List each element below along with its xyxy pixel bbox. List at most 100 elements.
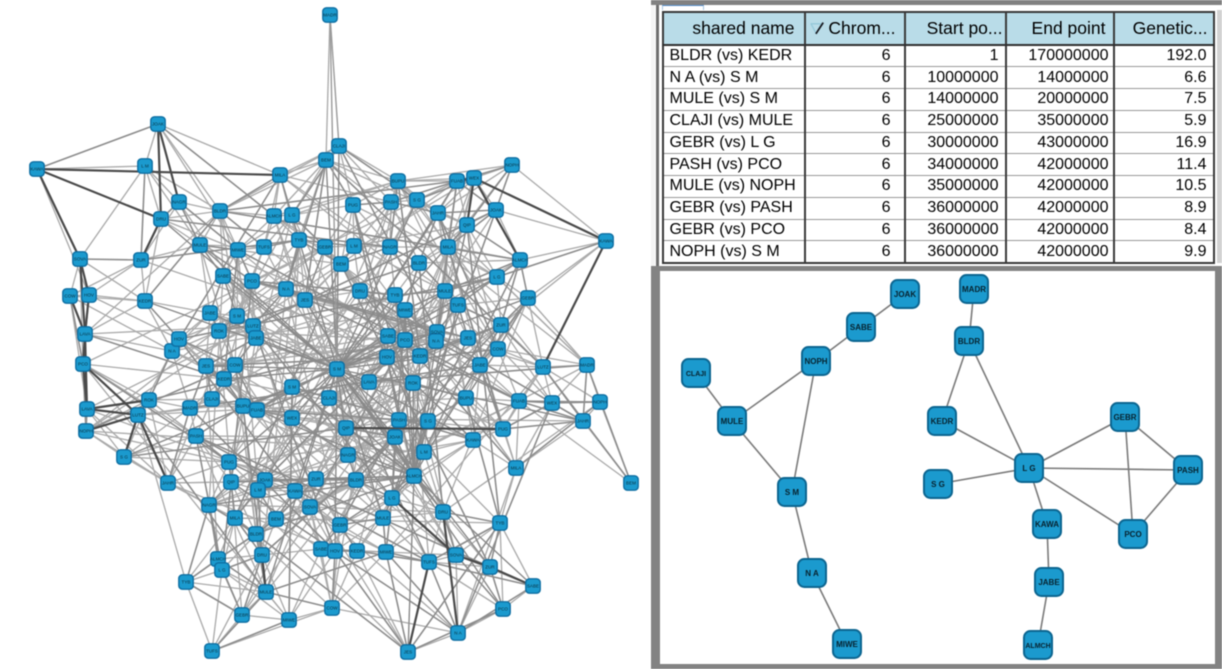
svg-text:SABE: SABE — [315, 547, 327, 552]
svg-text:COW: COW — [326, 606, 338, 611]
svg-text:L M: L M — [141, 164, 149, 169]
svg-text:ALMCH: ALMCH — [1025, 643, 1050, 650]
svg-text:BEM: BEM — [336, 262, 346, 267]
svg-text:KAWA: KAWA — [1035, 520, 1059, 529]
svg-text:KAWA: KAWA — [599, 239, 613, 244]
svg-text:NAGR: NAGR — [202, 503, 216, 508]
svg-text:BLDR: BLDR — [250, 532, 263, 537]
svg-text:TUFS: TUFS — [452, 303, 464, 308]
svg-text:JABE: JABE — [474, 363, 486, 368]
svg-text:MULE: MULE — [260, 590, 273, 595]
svg-text:TYB: TYB — [182, 580, 191, 585]
svg-text:WEX: WEX — [547, 401, 557, 406]
svg-text:MULE: MULE — [194, 243, 207, 248]
svg-text:BLDR: BLDR — [214, 209, 227, 214]
svg-text:KEDR: KEDR — [931, 417, 954, 426]
svg-text:L G: L G — [288, 213, 296, 218]
svg-text:N A: N A — [168, 349, 176, 354]
svg-text:FUAB: FUAB — [451, 179, 463, 184]
svg-text:COW: COW — [229, 363, 241, 368]
svg-text:NOPH: NOPH — [593, 400, 606, 405]
svg-text:ALMCH: ALMCH — [266, 214, 282, 219]
svg-text:QIP: QIP — [342, 426, 350, 431]
svg-text:NAGR: NAGR — [383, 245, 397, 250]
svg-text:COW: COW — [64, 294, 76, 299]
svg-text:KAWA: KAWA — [288, 489, 302, 494]
svg-text:BLDR: BLDR — [958, 337, 980, 346]
svg-text:MADR: MADR — [962, 285, 986, 294]
svg-text:S G: S G — [424, 419, 432, 424]
svg-text:LAVA: LAVA — [81, 407, 93, 412]
svg-text:KAWA: KAWA — [466, 438, 480, 443]
svg-text:KEDR: KEDR — [351, 549, 364, 554]
svg-text:TUFS: TUFS — [258, 245, 270, 250]
svg-text:SABE: SABE — [217, 274, 229, 279]
svg-text:DRU: DRU — [355, 289, 365, 294]
svg-text:KEDR: KEDR — [414, 354, 427, 359]
svg-text:MADR: MADR — [323, 13, 337, 18]
svg-text:PCO: PCO — [78, 362, 88, 367]
svg-text:COW: COW — [492, 347, 504, 352]
svg-text:WEX: WEX — [287, 416, 297, 421]
svg-text:BEM: BEM — [626, 481, 636, 486]
svg-text:TYB: TYB — [295, 238, 304, 243]
svg-text:JABE: JABE — [250, 336, 262, 341]
svg-text:MADR: MADR — [183, 406, 197, 411]
svg-text:PUG: PUG — [498, 427, 508, 432]
svg-text:ZUR: ZUR — [136, 258, 146, 263]
svg-text:CLAJI: CLAJI — [333, 144, 346, 149]
svg-text:GEBR: GEBR — [318, 245, 332, 250]
svg-text:PUG: PUG — [224, 460, 234, 465]
svg-text:BLDR: BLDR — [413, 261, 426, 266]
svg-text:BUPU: BUPU — [392, 179, 405, 184]
svg-text:HOV: HOV — [330, 549, 341, 554]
svg-text:NOPH: NOPH — [79, 429, 92, 434]
svg-text:BEM: BEM — [271, 517, 281, 522]
svg-text:HOV: HOV — [174, 337, 185, 342]
svg-text:JABE: JABE — [1038, 578, 1060, 587]
svg-text:JAHR: JAHR — [432, 211, 445, 216]
svg-text:CLAJI: CLAJI — [686, 371, 706, 378]
svg-text:ZUR: ZUR — [311, 477, 321, 482]
svg-text:MILA: MILA — [230, 516, 242, 521]
svg-text:BEM: BEM — [321, 158, 331, 163]
svg-text:BUPU: BUPU — [460, 396, 473, 401]
svg-text:JOAK: JOAK — [389, 435, 402, 440]
svg-text:SOVA: SOVA — [450, 553, 463, 558]
svg-text:BUPU: BUPU — [237, 404, 250, 409]
svg-text:BLDR: BLDR — [350, 478, 363, 483]
svg-text:SABE: SABE — [382, 334, 394, 339]
svg-text:MIWE: MIWE — [380, 550, 393, 555]
svg-text:L M: L M — [350, 244, 358, 249]
svg-text:NOPH: NOPH — [505, 163, 518, 168]
svg-text:SOVA: SOVA — [304, 505, 317, 510]
svg-text:MIWE: MIWE — [399, 308, 412, 313]
svg-text:TUFS: TUFS — [423, 560, 435, 565]
svg-text:LAVA: LAVA — [79, 332, 91, 337]
svg-text:JAHR: JAHR — [577, 419, 590, 424]
svg-text:ROK: ROK — [408, 381, 419, 386]
svg-text:JOAK: JOAK — [259, 478, 272, 483]
svg-text:PCO: PCO — [1124, 530, 1141, 539]
svg-text:SOVA: SOVA — [431, 330, 444, 335]
svg-text:DRU: DRU — [438, 510, 448, 515]
svg-text:L M: L M — [420, 450, 428, 455]
svg-text:ROK: ROK — [144, 398, 155, 403]
svg-text:JOAK: JOAK — [490, 208, 503, 213]
svg-text:GEBR: GEBR — [235, 613, 249, 618]
svg-text:N A: N A — [454, 631, 462, 636]
svg-text:NAGR: NAGR — [341, 453, 355, 458]
svg-text:S M: S M — [333, 367, 341, 372]
svg-text:L M: L M — [254, 488, 262, 493]
svg-text:ZUR: ZUR — [496, 323, 506, 328]
svg-text:PCO: PCO — [400, 338, 410, 343]
svg-text:PASH: PASH — [1177, 466, 1199, 475]
svg-text:CLAJI: CLAJI — [206, 397, 219, 402]
svg-text:MIWE: MIWE — [232, 248, 245, 253]
svg-text:JAHR: JAHR — [162, 481, 175, 486]
svg-text:PASH: PASH — [393, 418, 405, 423]
svg-text:PCO: PCO — [498, 607, 508, 612]
svg-text:GEBR: GEBR — [1113, 413, 1136, 422]
svg-text:KEDR: KEDR — [139, 299, 152, 304]
svg-text:LUTZ: LUTZ — [247, 324, 259, 329]
